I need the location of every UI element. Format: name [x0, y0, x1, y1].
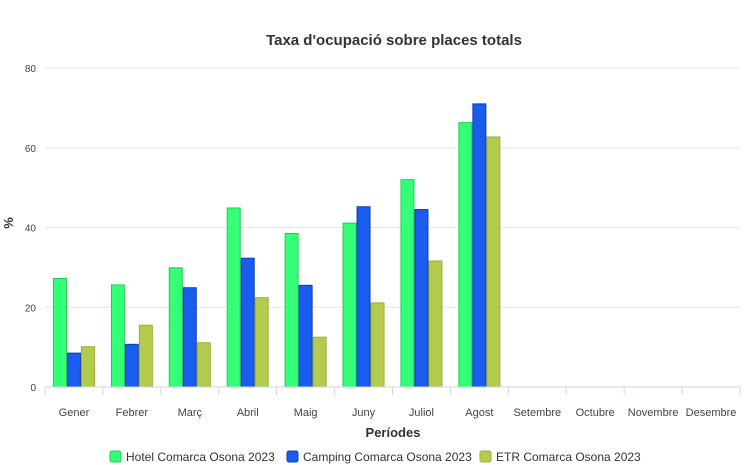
bar[interactable]: [240, 257, 255, 388]
bar[interactable]: [254, 297, 269, 388]
bar[interactable]: [356, 206, 371, 388]
bar[interactable]: [196, 342, 211, 388]
y-tick-label: 0: [30, 383, 36, 394]
bar[interactable]: [110, 284, 125, 388]
bars: [52, 103, 501, 388]
y-axis-title: %: [1, 217, 16, 229]
chart-title: Taxa d'ocupació sobre places totals: [266, 32, 522, 49]
x-tick-label: Novembre: [628, 407, 679, 419]
x-tick-label: Maig: [294, 407, 318, 419]
legend-item-label[interactable]: ETR Comarca Osona 2023: [496, 450, 641, 464]
bar[interactable]: [124, 343, 139, 388]
x-axis: Gener Febrer Març Abril Maig Juny Juliol Agost S…: [44, 386, 741, 419]
bar[interactable]: [298, 284, 313, 388]
legend-swatch: [286, 450, 299, 463]
x-tick-label: Gener: [59, 407, 90, 419]
bar[interactable]: [370, 302, 385, 388]
y-tick-label: 60: [25, 144, 37, 155]
x-tick-label: Juliol: [409, 407, 434, 419]
legend-item-label[interactable]: Camping Comarca Osona 2023: [303, 450, 472, 464]
bar[interactable]: [52, 278, 67, 388]
legend-swatch: [479, 450, 492, 463]
x-tick-label: Setembre: [513, 407, 561, 419]
bar[interactable]: [138, 324, 153, 388]
x-tick-label: Octubre: [576, 407, 615, 419]
bar[interactable]: [342, 222, 357, 388]
bar[interactable]: [414, 209, 429, 388]
bar[interactable]: [284, 232, 299, 388]
bar[interactable]: [486, 136, 501, 388]
y-tick-label: 40: [25, 224, 37, 235]
legend-swatch: [109, 450, 122, 463]
y-tick-label: 20: [25, 303, 37, 314]
bar[interactable]: [226, 207, 241, 388]
x-axis-title: Períodes: [366, 425, 421, 440]
legend-item-label[interactable]: Hotel Comarca Osona 2023: [126, 450, 275, 464]
x-tick-label: Desembre: [686, 407, 737, 419]
x-tick-label: Març: [178, 407, 203, 419]
bar[interactable]: [458, 122, 473, 388]
bar[interactable]: [428, 260, 443, 388]
bar[interactable]: [66, 352, 81, 388]
bar[interactable]: [400, 179, 415, 388]
legend: Hotel Comarca Osona 2023 Camping Comarca …: [109, 450, 641, 464]
bar[interactable]: [168, 267, 183, 388]
y-tick-label: 80: [25, 64, 37, 75]
x-tick-label: Febrer: [116, 407, 149, 419]
bar[interactable]: [472, 103, 487, 388]
x-tick-label: Agost: [465, 407, 493, 419]
x-tick-label: Juny: [352, 407, 376, 419]
bar[interactable]: [182, 287, 197, 388]
bar[interactable]: [80, 346, 95, 388]
bar[interactable]: [312, 336, 327, 388]
x-tick-label: Abril: [237, 407, 259, 419]
y-axis-ticks: 0 20 40 60 80: [25, 64, 37, 394]
